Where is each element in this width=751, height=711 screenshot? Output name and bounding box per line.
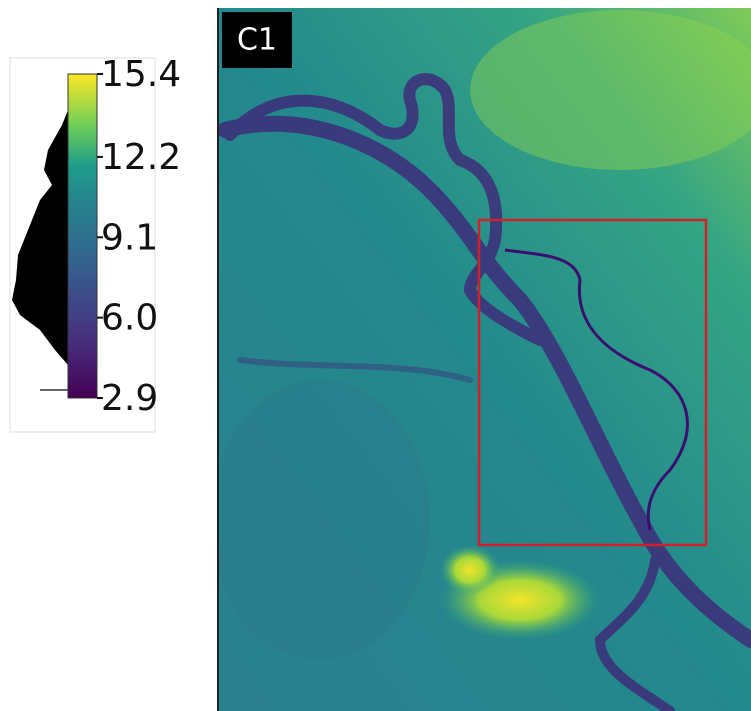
- colorbar: [68, 74, 97, 398]
- tick-label: 12.2: [101, 137, 181, 178]
- figure: 2.9 6.0 9.1 12.2 15.4 C1: [0, 0, 751, 711]
- tick-label: 6.0: [101, 298, 158, 339]
- panel-label: C1: [237, 23, 277, 58]
- image: [210, 8, 751, 711]
- tick-label: 2.9: [101, 378, 158, 419]
- tick-label: 9.1: [101, 217, 158, 258]
- tick-label: 15.4: [101, 54, 181, 95]
